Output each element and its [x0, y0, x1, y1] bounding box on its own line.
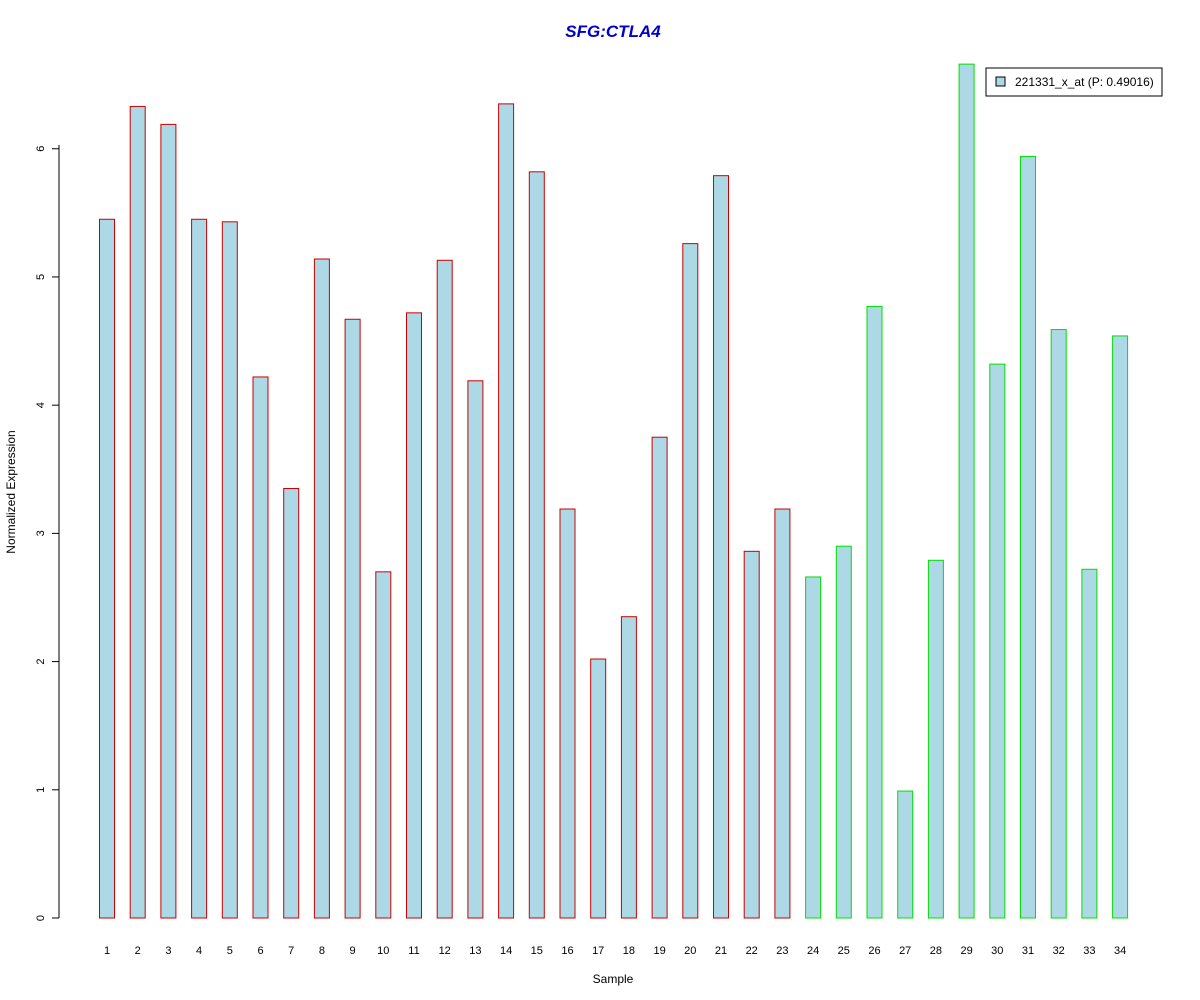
bar-sample-29	[958, 63, 975, 919]
bar-sample-12	[436, 259, 453, 919]
y-tick-label: 4	[35, 402, 47, 408]
bar-sample-32	[1050, 329, 1067, 919]
y-tick-label: 5	[35, 274, 47, 280]
bar-sample-13	[467, 380, 484, 919]
x-tick-label: 19	[653, 945, 665, 957]
bar-sample-23	[774, 508, 791, 919]
x-tick-label: 7	[288, 945, 294, 957]
bar-sample-1	[99, 218, 115, 919]
x-tick-label: 25	[838, 945, 850, 957]
x-tick-label: 8	[319, 945, 325, 957]
bar-sample-31	[1020, 155, 1036, 919]
y-axis-ticks: 0 1 2 3 4 5 6	[35, 146, 59, 921]
bar-sample-33	[1081, 568, 1098, 919]
x-tick-label: 5	[227, 945, 233, 957]
x-tick-label: 27	[899, 945, 911, 957]
bar-sample-26	[866, 305, 883, 919]
legend-box	[985, 67, 1163, 97]
bar-sample-5	[221, 221, 238, 919]
x-tick-label: 29	[960, 945, 972, 957]
legend: 221331_x_at (P: 0.49016)	[985, 67, 1163, 97]
bars	[99, 63, 1129, 919]
bar-sample-17	[590, 658, 607, 919]
x-tick-label: 28	[930, 945, 942, 957]
y-axis-label: Normalized Expression	[4, 430, 18, 553]
x-tick-label: 34	[1114, 945, 1126, 957]
bar-sample-30	[989, 363, 1006, 919]
x-tick-label: 33	[1083, 945, 1095, 957]
bar-sample-16	[559, 508, 576, 919]
x-tick-label: 2	[135, 945, 141, 957]
bar-sample-10	[375, 571, 392, 919]
x-tick-label: 13	[469, 945, 481, 957]
x-tick-label: 32	[1053, 945, 1065, 957]
x-tick-label: 12	[439, 945, 451, 957]
bar-sample-9	[344, 318, 361, 919]
x-tick-label: 30	[991, 945, 1003, 957]
bar-sample-25	[835, 545, 852, 919]
x-tick-label: 17	[592, 945, 604, 957]
x-axis-tick-labels: 1 2 3 4 5 6 7 8 9 10 11 12 13 14 15 16 17 18 19 20 21 22 23 24 2…	[104, 945, 1126, 957]
bar-sample-3	[160, 123, 177, 919]
bar-sample-20	[682, 243, 699, 919]
y-tick-label: 2	[35, 659, 47, 665]
bar-sample-8	[313, 258, 330, 919]
bar-sample-22	[743, 550, 760, 919]
x-tick-label: 22	[746, 945, 758, 957]
x-tick-label: 14	[500, 945, 512, 957]
x-tick-label: 15	[531, 945, 543, 957]
x-axis-label: Sample	[593, 972, 634, 986]
x-tick-label: 16	[561, 945, 573, 957]
x-tick-label: 1	[104, 945, 110, 957]
legend-swatch	[995, 76, 1006, 87]
bar-sample-7	[283, 488, 300, 919]
y-tick-label: 3	[35, 530, 47, 536]
x-tick-label: 6	[257, 945, 263, 957]
x-tick-label: 21	[715, 945, 727, 957]
bar-sample-11	[406, 312, 422, 919]
x-tick-label: 26	[868, 945, 880, 957]
bar-sample-24	[805, 576, 822, 919]
bar-sample-6	[252, 376, 269, 919]
bar-sample-34	[1112, 335, 1129, 919]
bar-sample-27	[897, 790, 914, 919]
x-tick-label: 4	[196, 945, 202, 957]
bar-sample-2	[129, 105, 146, 919]
bar-sample-19	[651, 436, 668, 919]
y-tick-label: 6	[35, 146, 47, 152]
x-tick-label: 18	[623, 945, 635, 957]
bar-sample-28	[927, 559, 944, 919]
x-tick-label: 23	[776, 945, 788, 957]
y-tick-label: 0	[35, 915, 47, 921]
y-tick-label: 1	[35, 787, 47, 793]
bar-sample-15	[528, 171, 545, 919]
x-tick-label: 31	[1022, 945, 1034, 957]
chart-title: SFG:CTLA4	[565, 22, 661, 41]
bar-sample-21	[713, 175, 729, 919]
x-tick-label: 11	[408, 945, 419, 957]
bar-sample-4	[191, 218, 208, 919]
x-tick-label: 24	[807, 945, 819, 957]
x-tick-label: 9	[350, 945, 356, 957]
bar-sample-18	[620, 616, 637, 919]
y-axis: 0 1 2 3 4 5 6	[35, 145, 60, 921]
bar-sample-14	[498, 103, 515, 919]
legend-entry: 221331_x_at (P: 0.49016)	[1015, 75, 1154, 89]
x-tick-label: 10	[377, 945, 389, 957]
x-tick-label: 20	[684, 945, 696, 957]
x-tick-label: 3	[165, 945, 171, 957]
